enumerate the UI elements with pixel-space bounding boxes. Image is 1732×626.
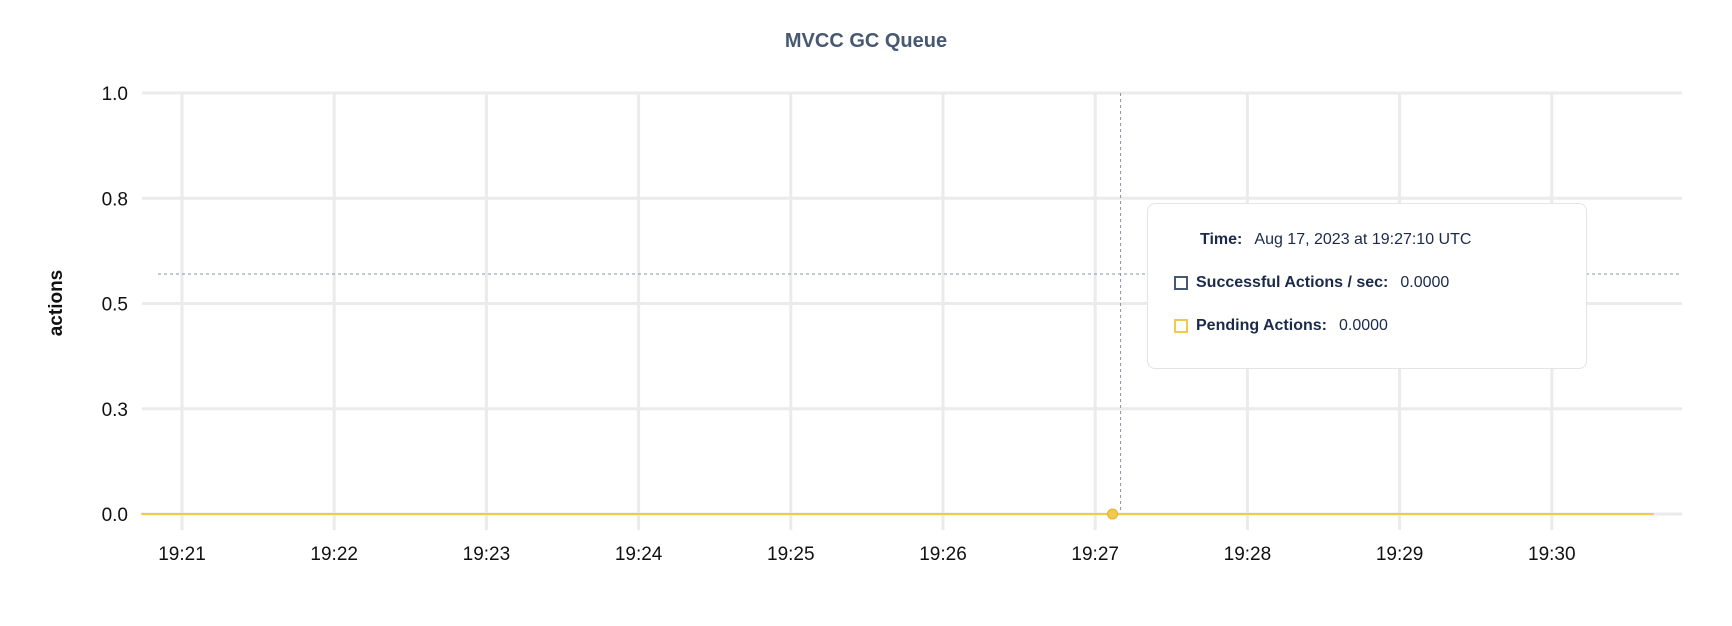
- y-tick-label: 1.0: [102, 84, 128, 105]
- x-tick-label: 19:29: [1376, 544, 1424, 565]
- series-swatch-icon: [1174, 319, 1188, 333]
- x-tick-label: 19:21: [158, 544, 206, 565]
- y-tick-label: 0.3: [102, 400, 128, 421]
- x-tick-label: 19:22: [310, 544, 358, 565]
- tooltip-series-value: 0.0000: [1400, 274, 1450, 291]
- series-swatch-icon: [1174, 276, 1188, 290]
- tooltip-series-value: 0.0000: [1338, 317, 1388, 334]
- x-tick-label: 19:25: [767, 544, 815, 565]
- x-tick-label: 19:30: [1528, 544, 1576, 565]
- hover-point: [1107, 508, 1119, 520]
- y-tick-label: 0.0: [102, 505, 128, 526]
- tooltip-time-row: Time: Aug 17, 2023 at 19:27:10 UTC: [1200, 231, 1471, 249]
- y-tick-label: 0.8: [102, 189, 128, 210]
- y-tick-label: 0.5: [102, 295, 128, 316]
- x-tick-label: 19:26: [919, 544, 967, 565]
- x-tick-label: 19:24: [615, 544, 663, 565]
- x-tick-label: 19:27: [1071, 544, 1119, 565]
- tooltip-row-successful: Successful Actions / sec: 0.0000: [1174, 274, 1449, 292]
- y-axis-label: actions: [46, 270, 67, 337]
- x-tick-label: 19:23: [463, 544, 511, 565]
- tooltip-time-label: Time:: [1200, 231, 1243, 248]
- tooltip-time-value: Aug 17, 2023 at 19:27:10 UTC: [1254, 231, 1472, 248]
- tooltip-series-label: Pending Actions:: [1196, 317, 1327, 334]
- tooltip-row-pending: Pending Actions: 0.0000: [1174, 317, 1388, 335]
- x-tick-label: 19:28: [1224, 544, 1272, 565]
- chart-title: MVCC GC Queue: [784, 30, 948, 52]
- tooltip-series-label: Successful Actions / sec:: [1196, 274, 1389, 291]
- tooltip: Time: Aug 17, 2023 at 19:27:10 UTC Succe…: [1147, 203, 1587, 369]
